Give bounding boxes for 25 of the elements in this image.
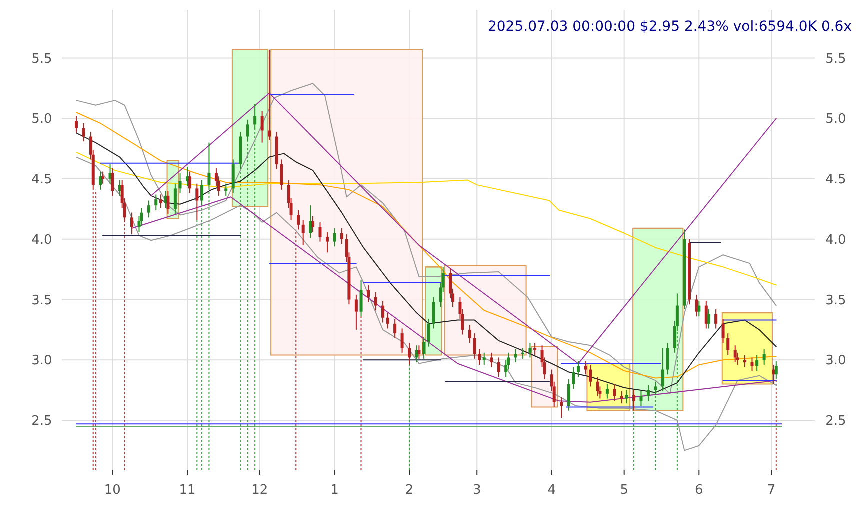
x-tick-label: 2 <box>405 483 414 498</box>
y2-tick-label: 3.5 <box>826 293 846 308</box>
y-tick-label: 4.5 <box>32 172 52 188</box>
x-tick-label: 12 <box>252 483 268 498</box>
y2-tick-label: 3.0 <box>826 354 846 369</box>
x-tick-label: 4 <box>548 483 556 498</box>
y-tick-label: 3.5 <box>32 293 52 308</box>
y-tick-label: 3.0 <box>32 354 52 369</box>
x-tick-label: 11 <box>179 483 196 498</box>
x-tick-label: 1 <box>330 483 339 498</box>
y2-tick-label: 2.5 <box>826 414 846 429</box>
x-tick-label: 7 <box>767 483 776 498</box>
y2-tick-label: 5.0 <box>826 112 846 128</box>
x-tick-label: 10 <box>104 483 121 498</box>
y-tick-label: 2.5 <box>32 414 52 429</box>
y2-tick-label: 5.5 <box>826 52 846 67</box>
y2-tick-label: 4.0 <box>826 232 846 248</box>
y-tick-label: 5.5 <box>32 52 52 67</box>
y-tick-label: 4.0 <box>32 232 52 248</box>
text: 2025.07.03 00:00:00 $2.95 2.43% vol:6594.0K 0.6x <box>488 19 852 35</box>
x-tick-label: 6 <box>695 483 704 498</box>
y2-tick-label: 4.5 <box>826 172 846 188</box>
x-tick-label: 3 <box>472 483 482 498</box>
x-tick-label: 5 <box>620 483 628 498</box>
y-tick-label: 5.0 <box>32 112 52 128</box>
